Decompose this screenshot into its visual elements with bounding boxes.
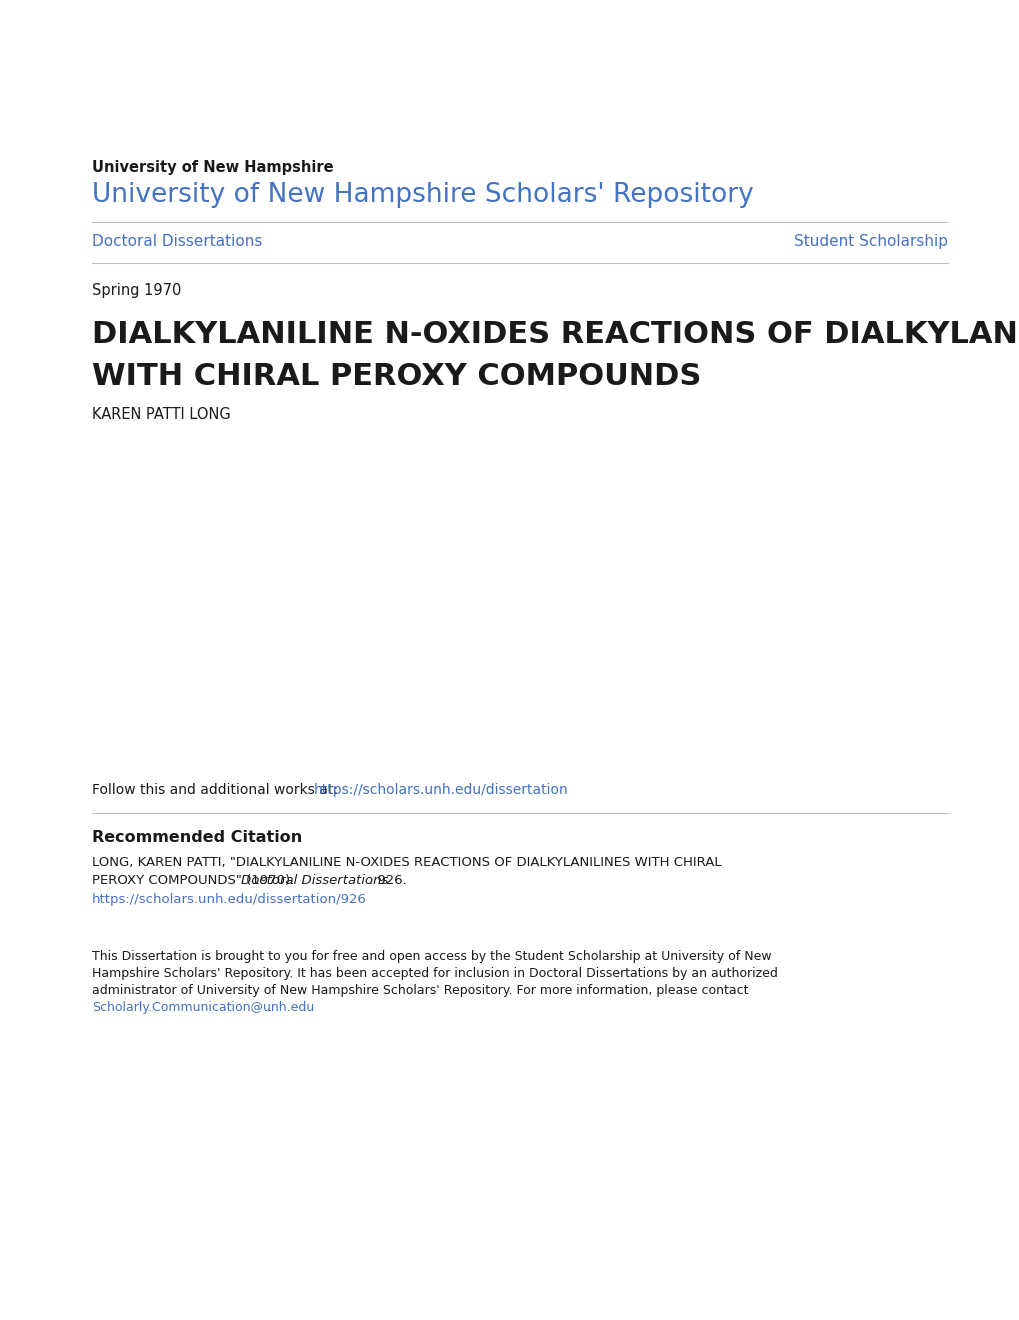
Text: Follow this and additional works at:: Follow this and additional works at: [92,783,342,797]
Text: Recommended Citation: Recommended Citation [92,830,302,845]
Text: LONG, KAREN PATTI, "DIALKYLANILINE N-OXIDES REACTIONS OF DIALKYLANILINES WITH CH: LONG, KAREN PATTI, "DIALKYLANILINE N-OXI… [92,855,720,869]
Text: Student Scholarship: Student Scholarship [793,234,947,249]
Text: Hampshire Scholars' Repository. It has been accepted for inclusion in Doctoral D: Hampshire Scholars' Repository. It has b… [92,968,777,979]
Text: https://scholars.unh.edu/dissertation/926: https://scholars.unh.edu/dissertation/92… [92,894,367,906]
Text: Doctoral Dissertations: Doctoral Dissertations [92,234,262,249]
Text: https://scholars.unh.edu/dissertation: https://scholars.unh.edu/dissertation [314,783,569,797]
Text: . 926.: . 926. [369,874,407,887]
Text: PEROXY COMPOUNDS" (1970).: PEROXY COMPOUNDS" (1970). [92,874,299,887]
Text: KAREN PATTI LONG: KAREN PATTI LONG [92,407,230,422]
Text: Scholarly.Communication@unh.edu: Scholarly.Communication@unh.edu [92,1001,314,1014]
Text: This Dissertation is brought to you for free and open access by the Student Scho: This Dissertation is brought to you for … [92,950,770,964]
Text: DIALKYLANILINE N-OXIDES REACTIONS OF DIALKYLANILINES: DIALKYLANILINE N-OXIDES REACTIONS OF DIA… [92,319,1019,348]
Text: Spring 1970: Spring 1970 [92,282,181,298]
Text: Doctoral Dissertations: Doctoral Dissertations [240,874,388,887]
Text: WITH CHIRAL PEROXY COMPOUNDS: WITH CHIRAL PEROXY COMPOUNDS [92,362,701,391]
Text: .: . [268,1001,272,1014]
Text: administrator of University of New Hampshire Scholars' Repository. For more info: administrator of University of New Hamps… [92,983,748,997]
Text: University of New Hampshire: University of New Hampshire [92,160,333,176]
Text: University of New Hampshire Scholars' Repository: University of New Hampshire Scholars' Re… [92,182,753,209]
